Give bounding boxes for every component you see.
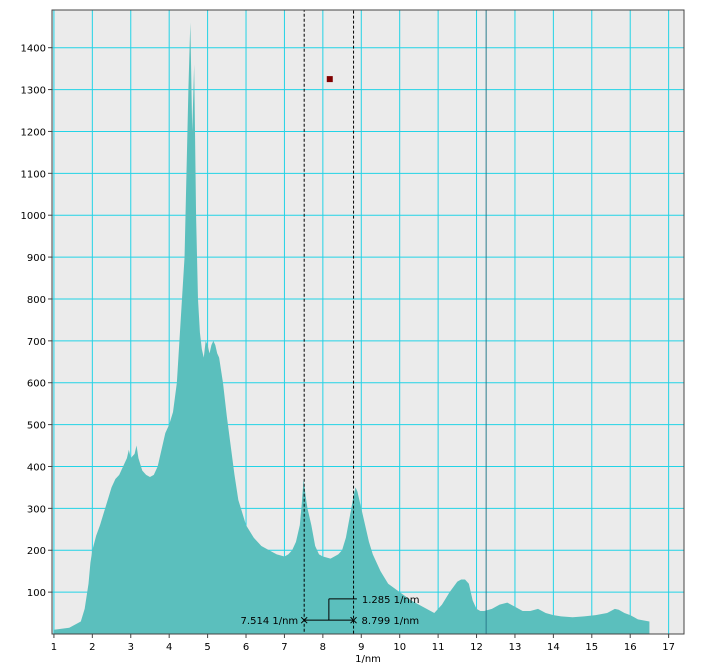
y-tick-label: 1200	[21, 127, 46, 138]
selection-box[interactable]	[303, 9, 355, 635]
x-axis-ticks: 1 2 3 4 5 6 7 8 9 10 11 12 13 14 15 16 17	[51, 634, 675, 653]
series-area	[53, 22, 650, 635]
right-position-label: 8.799 1/nm	[362, 616, 420, 627]
overlay	[303, 9, 487, 635]
y-tick-label: 800	[27, 295, 46, 306]
y-tick-label: 1400	[21, 44, 46, 55]
y-tick-label: 600	[27, 379, 46, 390]
x-tick-label: 8	[320, 642, 326, 653]
y-axis-ticks: 100 200 300 400 500 600 700 800 900 1000 1100 1200 1…	[21, 44, 52, 599]
position-mark	[350, 616, 357, 624]
x-tick-label: 4	[166, 642, 172, 653]
x-tick-label: 12	[470, 642, 483, 653]
y-tick-label: 900	[27, 253, 46, 264]
y-tick-label: 400	[27, 462, 46, 473]
plot-border	[51, 9, 685, 635]
x-tick-label: 5	[204, 642, 210, 653]
x-axis-label: 1/nm	[355, 654, 381, 665]
y-tick-label: 1000	[21, 211, 46, 222]
y-tick-label: 100	[27, 588, 46, 599]
x-tick-label: 2	[89, 642, 95, 653]
x-tick-label: 11	[432, 642, 445, 653]
y-tick-label: 700	[27, 337, 46, 348]
x-tick-label: 1	[51, 642, 57, 653]
x-tick-label: 7	[281, 642, 287, 653]
x-tick-label: 10	[393, 642, 406, 653]
x-tick-label: 14	[547, 642, 560, 653]
x-tick-label: 16	[624, 642, 637, 653]
x-tick-label: 15	[585, 642, 598, 653]
x-tick-label: 6	[243, 642, 249, 653]
y-tick-label: 1100	[21, 169, 46, 180]
marker[interactable]	[326, 76, 333, 83]
x-tick-label: 3	[128, 642, 134, 653]
y-tick-label: 300	[27, 504, 46, 515]
y-tick-label: 500	[27, 421, 46, 432]
grid-lines	[52, 10, 684, 634]
x-tick-label: 17	[662, 642, 675, 653]
left-position-label: 7.514 1/nm	[241, 616, 299, 627]
position-mark	[300, 616, 308, 624]
y-tick-label: 200	[27, 546, 46, 557]
measurement-annotation: 1.285 1/nm 7.514 1/nm 8.799 1/nm	[241, 595, 420, 627]
x-tick-label: 13	[509, 642, 522, 653]
y-tick-label: 1300	[21, 86, 46, 97]
width-label: 1.285 1/nm	[362, 595, 420, 606]
x-tick-label: 9	[358, 642, 364, 653]
